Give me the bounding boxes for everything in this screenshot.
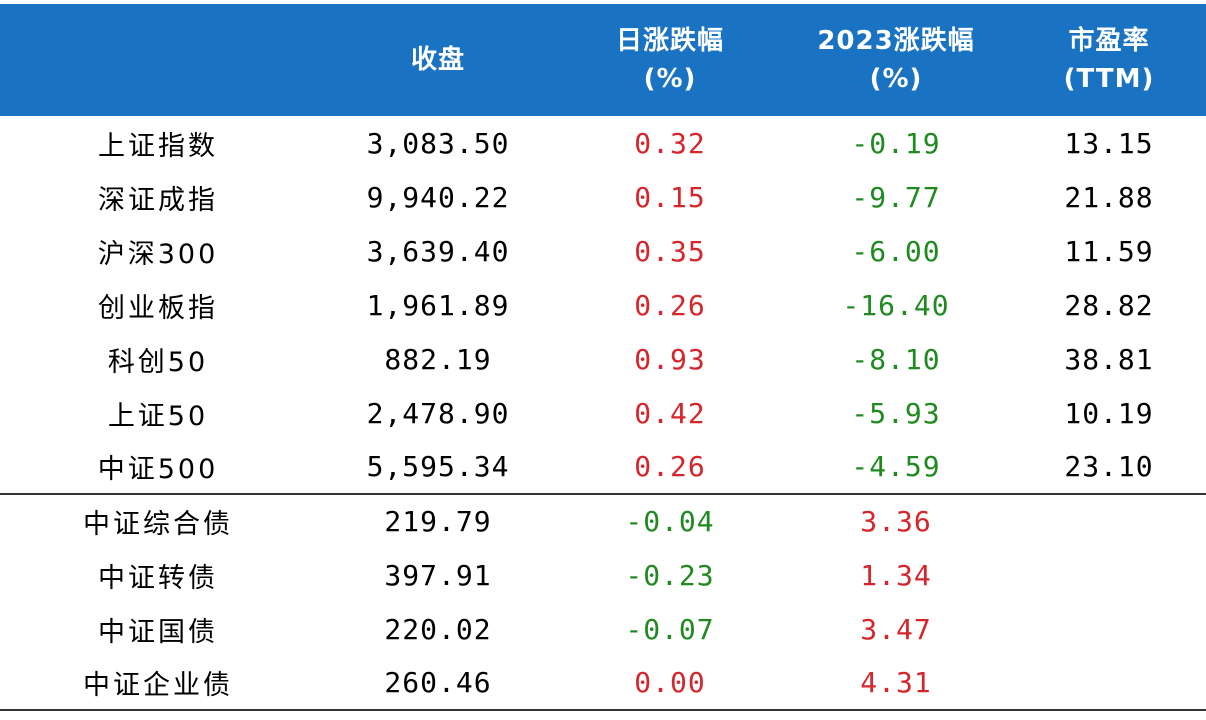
table-row: 中证企业债 260.46 0.00 4.31 — [0, 656, 1206, 711]
header-daily-change: 日涨跌幅 (%) — [560, 0, 780, 116]
close-cell: 2,478.90 — [366, 396, 510, 430]
header-daily-change-line1: 日涨跌幅 — [615, 26, 724, 56]
header-ytd-change-line2: (%) — [869, 64, 923, 94]
ytd-change-cell: -5.93 — [851, 396, 941, 430]
close-cell: 260.46 — [316, 656, 560, 711]
close-cell: 5,595.34 — [316, 440, 560, 495]
ytd-change-cell: -0.19 — [851, 126, 941, 160]
header-close-label: 收盘 — [410, 45, 465, 75]
index-name-cell: 中证国债 — [98, 616, 218, 648]
index-name-cell: 中证企业债 — [0, 656, 316, 711]
pe-cell: 21.88 — [1064, 180, 1154, 214]
table-row: 沪深300 3,639.40 0.35 -6.00 11.59 — [0, 224, 1206, 278]
index-name-cell: 中证转债 — [98, 562, 218, 594]
header-row: 收盘 日涨跌幅 (%) 2023涨跌幅 (%) 市盈率 (TTM) — [0, 0, 1206, 116]
index-name-cell: 科创50 — [107, 346, 209, 378]
pe-cell: 10.19 — [1064, 396, 1154, 430]
header-daily-change-line2: (%) — [643, 64, 697, 94]
ytd-change-cell: -8.10 — [851, 342, 941, 376]
header-name — [0, 0, 316, 116]
pe-cell: 11.59 — [1064, 234, 1154, 268]
pe-cell: 28.82 — [1064, 288, 1154, 322]
daily-change-cell: -0.07 — [625, 612, 715, 646]
index-name-cell: 深证成指 — [98, 184, 218, 216]
daily-change-cell: 0.35 — [634, 234, 706, 268]
table-row: 中证转债 397.91 -0.23 1.34 — [0, 548, 1206, 602]
header-pe-line1: 市盈率 — [1068, 26, 1150, 56]
close-cell: 1,961.89 — [366, 288, 510, 322]
index-name-cell: 中证综合债 — [83, 509, 233, 540]
close-cell: 397.91 — [384, 558, 492, 592]
daily-change-cell: 0.00 — [560, 656, 780, 711]
table-row: 中证综合债 219.79 -0.04 3.36 — [0, 494, 1206, 548]
index-name-cell: 创业板指 — [98, 292, 218, 324]
header-pe: 市盈率 (TTM) — [1012, 0, 1206, 116]
pe-cell: 38.81 — [1064, 342, 1154, 376]
ytd-change-cell: -4.59 — [780, 440, 1012, 495]
pe-cell: 13.15 — [1064, 126, 1154, 160]
daily-change-cell: 0.15 — [634, 180, 706, 214]
table-row: 上证50 2,478.90 0.42 -5.93 10.19 — [0, 386, 1206, 440]
close-cell: 882.19 — [384, 342, 492, 376]
pe-cell — [1012, 602, 1206, 656]
header-ytd-change-line1: 2023涨跌幅 — [817, 26, 975, 56]
ytd-change-cell: -9.77 — [851, 180, 941, 214]
ytd-change-cell: 4.31 — [780, 656, 1012, 711]
table-row: 中证国债 220.02 -0.07 3.47 — [0, 602, 1206, 656]
pe-cell — [1012, 656, 1206, 711]
header-close: 收盘 — [316, 0, 560, 116]
table-row: 创业板指 1,961.89 0.26 -16.40 28.82 — [0, 278, 1206, 332]
daily-change-cell: 0.26 — [634, 288, 706, 322]
close-cell: 3,083.50 — [366, 126, 510, 160]
daily-change-cell: -0.04 — [625, 505, 715, 538]
daily-change-cell: 0.26 — [560, 440, 780, 495]
daily-change-cell: -0.23 — [625, 558, 715, 592]
ytd-change-cell: 1.34 — [860, 558, 932, 592]
close-cell: 219.79 — [384, 505, 492, 538]
close-cell: 3,639.40 — [366, 234, 510, 268]
ytd-change-cell: -6.00 — [851, 234, 941, 268]
table-row: 深证成指 9,940.22 0.15 -9.77 21.88 — [0, 170, 1206, 224]
table-row: 中证500 5,595.34 0.26 -4.59 23.10 — [0, 440, 1206, 495]
header-pe-line2: (TTM) — [1063, 64, 1155, 94]
pe-cell — [1012, 494, 1206, 548]
index-name-cell: 上证指数 — [98, 130, 218, 162]
daily-change-cell: 0.93 — [634, 342, 706, 376]
table-row: 上证指数 3,083.50 0.32 -0.19 13.15 — [0, 116, 1206, 170]
close-cell: 9,940.22 — [366, 180, 510, 214]
index-name-cell: 上证50 — [107, 400, 209, 432]
ytd-change-cell: 3.47 — [860, 612, 932, 646]
daily-change-cell: 0.42 — [634, 396, 706, 430]
index-name-cell: 中证500 — [0, 440, 316, 495]
pe-cell: 23.10 — [1012, 440, 1206, 495]
header-ytd-change: 2023涨跌幅 (%) — [780, 0, 1012, 116]
daily-change-cell: 0.32 — [634, 126, 706, 160]
ytd-change-cell: 3.36 — [860, 505, 932, 538]
pe-cell — [1012, 548, 1206, 602]
ytd-change-cell: -16.40 — [842, 288, 950, 322]
table-row: 科创50 882.19 0.93 -8.10 38.81 — [0, 332, 1206, 386]
index-name-cell: 沪深300 — [97, 238, 219, 270]
close-cell: 220.02 — [384, 612, 492, 646]
